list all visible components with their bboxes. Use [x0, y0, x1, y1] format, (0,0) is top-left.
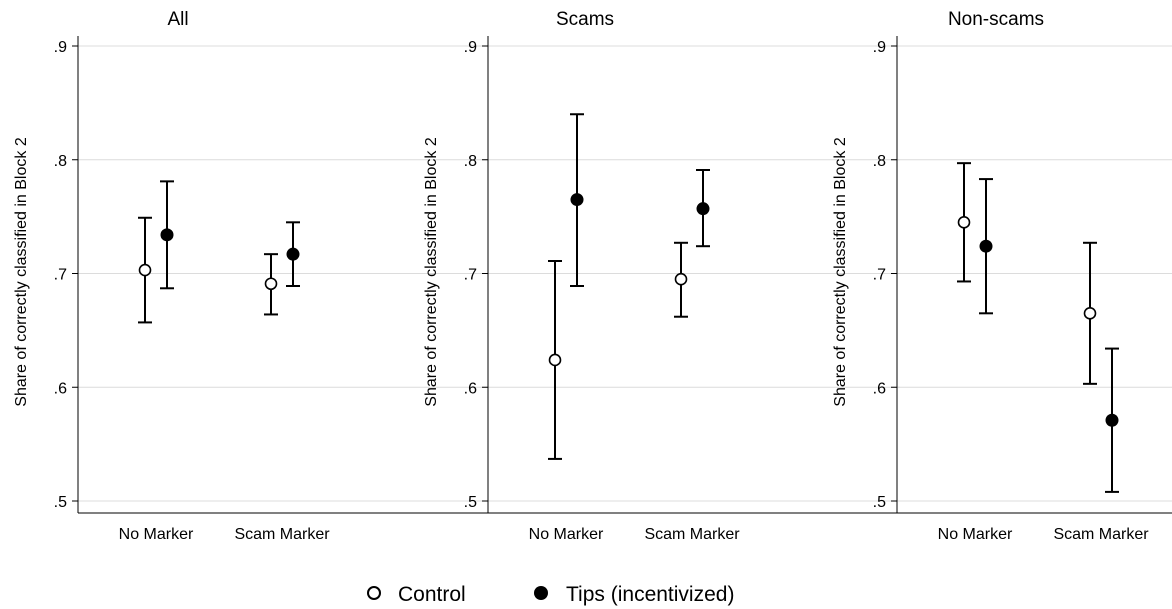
legend: Control Tips (incentivized): [367, 583, 734, 606]
y-tick-label: .9: [873, 39, 886, 56]
chart-panel-1: .5 .6 .7 .8 .9 No Marker Scam Marker Scams Share…: [423, 9, 900, 543]
y-tick-label: .5: [464, 494, 477, 511]
y-tick-label: .8: [54, 153, 67, 170]
data-point-tips: [286, 247, 300, 261]
y-axis-label: Share of correctly classified in Block 2: [832, 137, 849, 407]
y-tick-label: .6: [464, 380, 477, 397]
y-tick-label: .8: [464, 153, 477, 170]
y-tick-label: .7: [464, 267, 477, 284]
y-tick-label: .6: [54, 380, 67, 397]
x-tick-label: Scam Marker: [1053, 526, 1149, 543]
y-tick-label: .5: [873, 494, 886, 511]
data-point-control: [674, 272, 688, 286]
y-axis-label: Share of correctly classified in Block 2: [423, 137, 440, 407]
data-point-control: [1083, 307, 1097, 320]
data-point-tips: [979, 239, 993, 253]
y-tick-label: .9: [54, 39, 67, 56]
data-point-control: [138, 263, 152, 277]
chart-panels: .5 .6 .7 .8 .9 No Marker Scam Marker All Share o…: [13, 9, 1172, 543]
legend-marker-tips: [534, 586, 548, 600]
x-tick-label: No Marker: [529, 526, 604, 543]
data-point-tips: [570, 193, 584, 207]
legend-label-tips: Tips (incentivized): [566, 583, 734, 606]
legend-label-control: Control: [398, 583, 466, 606]
y-tick-label: .5: [54, 494, 67, 511]
x-tick-label: Scam Marker: [234, 526, 330, 543]
data-point-tips: [1105, 413, 1119, 427]
y-tick-label: .6: [873, 380, 886, 397]
y-axis-label: Share of correctly classified in Block 2: [13, 137, 30, 407]
data-point-control: [548, 353, 562, 367]
panel-title: All: [167, 9, 188, 30]
data-point-control: [264, 277, 278, 291]
x-tick-label: No Marker: [938, 526, 1013, 543]
y-tick-label: .7: [873, 267, 886, 284]
y-tick-label: .9: [464, 39, 477, 56]
panel-title: Non-scams: [948, 9, 1044, 30]
data-point-control: [957, 216, 971, 229]
x-tick-label: Scam Marker: [644, 526, 740, 543]
data-point-tips: [160, 228, 174, 242]
y-tick-label: .7: [54, 267, 67, 284]
chart-panel-2: .5 .6 .7 .8 .9 No Marker Scam Marker Non-scams S…: [832, 9, 1172, 543]
x-tick-label: No Marker: [119, 526, 194, 543]
data-point-tips: [696, 202, 710, 216]
panel-title: Scams: [556, 9, 614, 30]
legend-marker-control: [367, 586, 381, 600]
y-tick-label: .8: [873, 153, 886, 170]
chart-panel-0: .5 .6 .7 .8 .9 No Marker Scam Marker All Share o…: [13, 9, 489, 543]
